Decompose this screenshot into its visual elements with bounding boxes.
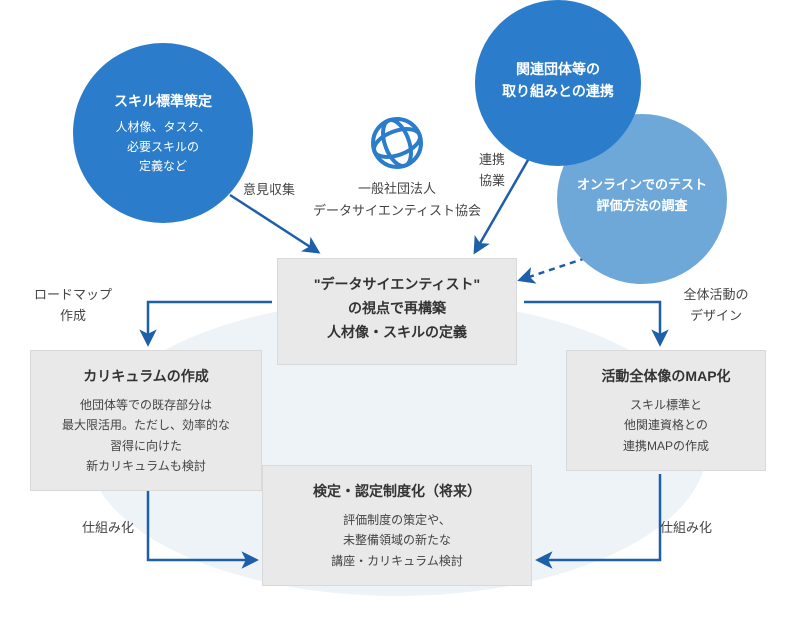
circle-skill-standard-body: 人材像、タスク、必要スキルの定義など [116, 118, 211, 176]
circle-online-test-title: オンラインでのテスト評価方法の調査 [577, 175, 707, 217]
box-curriculum-body: 他団体等での既存部分は最大限活用。ただし、効率的な習得に向けた新カリキュラムも検… [43, 395, 249, 477]
circle-skill-standard-title: スキル標準策定 [114, 90, 212, 112]
box-map-body: スキル標準と他関連資格との連携MAPの作成 [579, 395, 753, 456]
label-overall-design: 全体活動のデザイン [666, 285, 766, 327]
circle-partnership-title: 関連団体等の取り組みとの連携 [502, 58, 614, 103]
circle-partnership: 関連団体等の取り組みとの連携 [475, 0, 641, 166]
box-certification-title: 検定・認定制度化（将来） [275, 480, 519, 504]
label-systemize-right: 仕組み化 [636, 518, 736, 539]
box-curriculum-title: カリキュラムの作成 [43, 365, 249, 389]
label-roadmap: ロードマップ作成 [23, 285, 123, 327]
box-center: "データサイエンティスト"の視点で再構築人材像・スキルの定義 [277, 258, 517, 365]
box-map-title: 活動全体像のMAP化 [579, 365, 753, 389]
box-curriculum: カリキュラムの作成 他団体等での既存部分は最大限活用。ただし、効率的な習得に向け… [30, 350, 262, 491]
globe-icon [367, 113, 427, 178]
box-certification: 検定・認定制度化（将来） 評価制度の策定や、未整備領域の新たな講座・カリキュラム… [262, 465, 532, 586]
box-certification-body: 評価制度の策定や、未整備領域の新たな講座・カリキュラム検討 [275, 510, 519, 571]
box-center-title: "データサイエンティスト"の視点で再構築人材像・スキルの定義 [290, 273, 504, 344]
box-map: 活動全体像のMAP化 スキル標準と他関連資格との連携MAPの作成 [566, 350, 766, 471]
label-opinion: 意見収集 [219, 180, 319, 201]
label-coop: 連携協業 [442, 150, 542, 192]
label-systemize-left: 仕組み化 [58, 518, 158, 539]
